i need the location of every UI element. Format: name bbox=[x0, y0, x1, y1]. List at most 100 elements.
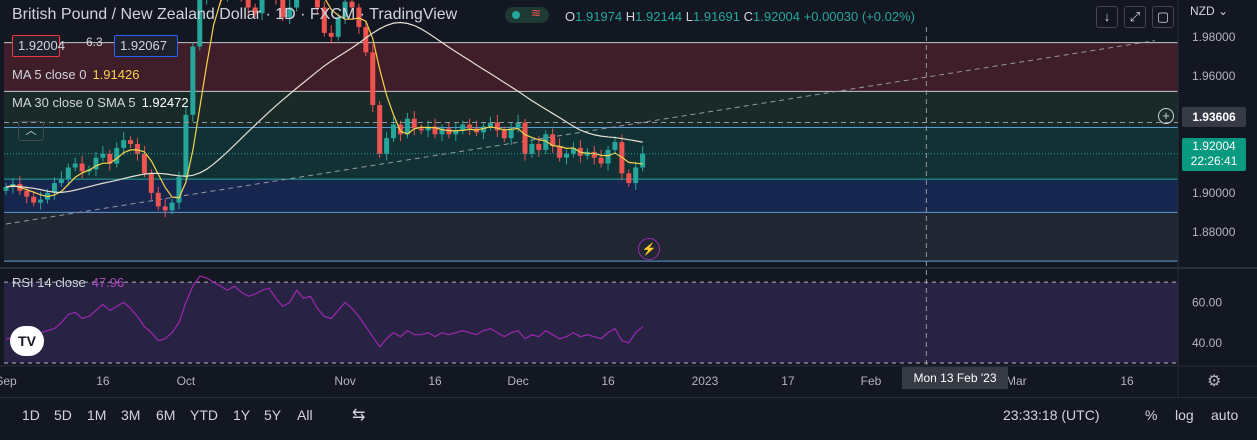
ma5-value: 1.91426 bbox=[92, 67, 140, 82]
log-toggle[interactable]: log bbox=[1175, 407, 1194, 423]
ma30-legend[interactable]: MA 30 close 0 SMA 5 1.92472 bbox=[12, 95, 189, 110]
candle-25 bbox=[176, 177, 182, 203]
market-status-pill[interactable]: ≋ bbox=[505, 6, 549, 23]
ma5-legend[interactable]: MA 5 close 0 1.91426 bbox=[12, 67, 139, 82]
candle-7 bbox=[51, 183, 57, 193]
rsi-label: RSI 14 close bbox=[12, 275, 86, 290]
candle-91 bbox=[633, 167, 639, 184]
candle-41 bbox=[287, 7, 293, 18]
utc-clock[interactable]: 23:33:18 (UTC) bbox=[1003, 407, 1100, 423]
candle-36 bbox=[252, 7, 258, 14]
candle-0 bbox=[3, 186, 9, 191]
candle-47 bbox=[328, 32, 334, 37]
candle-5 bbox=[38, 199, 44, 203]
events-bolt-icon[interactable]: ⚡ bbox=[638, 238, 660, 260]
candle-57 bbox=[397, 124, 403, 135]
candle-63 bbox=[439, 128, 445, 135]
price-tick-5: 1.88000 bbox=[1192, 225, 1236, 239]
restore-icon[interactable]: ▢ bbox=[1152, 6, 1174, 28]
candle-62 bbox=[432, 126, 438, 135]
candle-35 bbox=[245, 0, 251, 8]
candle-9 bbox=[65, 167, 71, 180]
candle-66 bbox=[460, 124, 466, 131]
market-open-icon bbox=[512, 11, 520, 19]
candle-56 bbox=[391, 124, 397, 139]
candle-49 bbox=[342, 1, 348, 18]
range-all[interactable]: All bbox=[297, 407, 313, 423]
change-value: +0.00030 (+0.02%) bbox=[803, 9, 915, 24]
range-1y[interactable]: 1Y bbox=[233, 407, 251, 423]
crosshair-price-tag: 1.93606 bbox=[1182, 107, 1246, 127]
candle-78 bbox=[543, 134, 549, 150]
candle-88 bbox=[612, 142, 618, 150]
candle-87 bbox=[605, 149, 611, 164]
range-5y[interactable]: 5Y bbox=[264, 407, 282, 423]
range-1m[interactable]: 1M bbox=[87, 407, 107, 423]
close-label: C bbox=[743, 9, 754, 24]
rsi-legend[interactable]: RSI 14 close 47.96 bbox=[12, 275, 124, 290]
candle-52 bbox=[363, 27, 369, 53]
candle-14 bbox=[100, 153, 106, 158]
price-tick-4: 1.90000 bbox=[1192, 186, 1236, 200]
open-value: 1.91974 bbox=[575, 9, 623, 24]
price-tick-0: 1.98000 bbox=[1192, 30, 1236, 44]
currency-selector[interactable]: NZD ⌄ bbox=[1190, 4, 1229, 18]
low-label: L bbox=[685, 9, 693, 24]
range-6m[interactable]: 6M bbox=[156, 407, 176, 423]
maximize-icon[interactable]: ⤢ bbox=[1124, 6, 1146, 28]
time-tick-4: 16 bbox=[428, 374, 442, 388]
arrow-down-icon[interactable]: ↓ bbox=[1096, 6, 1118, 28]
candle-58 bbox=[404, 118, 410, 135]
time-tick-7: 2023 bbox=[692, 374, 719, 388]
collapse-legend-button[interactable]: ︿ bbox=[18, 121, 44, 141]
candle-18 bbox=[128, 140, 134, 145]
candle-11 bbox=[79, 163, 85, 172]
time-tick-5: Dec bbox=[507, 374, 528, 388]
auto-toggle[interactable]: auto bbox=[1211, 407, 1239, 423]
range-1d[interactable]: 1D bbox=[22, 407, 40, 423]
candle-73 bbox=[508, 128, 514, 139]
candle-17 bbox=[121, 140, 127, 148]
zone-3 bbox=[4, 179, 1178, 213]
time-tick-2: Oct bbox=[177, 374, 196, 388]
add-alert-icon[interactable]: + bbox=[1158, 108, 1174, 124]
candle-59 bbox=[411, 118, 417, 129]
candle-16 bbox=[114, 147, 120, 164]
candle-60 bbox=[418, 128, 424, 131]
range-3m[interactable]: 3M bbox=[121, 407, 141, 423]
ohlc-legend: O1.91974 H1.92144 L1.91691 C1.92004 +0.0… bbox=[565, 9, 915, 24]
time-tick-3: Nov bbox=[334, 374, 355, 388]
time-tick-9: Feb bbox=[861, 374, 882, 388]
tradingview-logo[interactable]: TV bbox=[10, 326, 44, 356]
candle-92 bbox=[640, 153, 646, 168]
date-range-icon[interactable]: ⇆ bbox=[352, 407, 366, 424]
candle-69 bbox=[480, 126, 486, 133]
bottom-toolbar bbox=[0, 397, 1257, 440]
range-5d[interactable]: 5D bbox=[54, 407, 72, 423]
candle-22 bbox=[155, 192, 161, 207]
time-tick-8: 17 bbox=[781, 374, 795, 388]
chart-title: British Pound / New Zealand Dollar · 1D … bbox=[12, 6, 458, 23]
ma30-value: 1.92472 bbox=[141, 95, 189, 110]
settings-gear-icon[interactable]: ⚙ bbox=[1207, 373, 1222, 390]
candle-28 bbox=[197, 0, 203, 47]
candle-55 bbox=[384, 138, 390, 154]
candle-79 bbox=[550, 134, 556, 146]
candle-85 bbox=[591, 151, 597, 158]
candle-45 bbox=[314, 0, 320, 8]
candle-20 bbox=[141, 153, 147, 174]
rsi-value: 47.96 bbox=[91, 275, 125, 290]
sell-button[interactable]: 1.92004 bbox=[12, 35, 65, 57]
candle-54 bbox=[377, 105, 383, 154]
candle-37 bbox=[259, 0, 265, 14]
candle-76 bbox=[529, 144, 535, 154]
candle-53 bbox=[370, 52, 376, 106]
candle-46 bbox=[321, 7, 327, 33]
percent-toggle[interactable]: % bbox=[1145, 407, 1158, 423]
candle-4 bbox=[31, 196, 37, 203]
buy-button[interactable]: 1.92067 bbox=[114, 35, 178, 57]
time-tick-6: 16 bbox=[601, 374, 615, 388]
range-ytd[interactable]: YTD bbox=[190, 407, 218, 423]
candle-74 bbox=[515, 122, 521, 129]
